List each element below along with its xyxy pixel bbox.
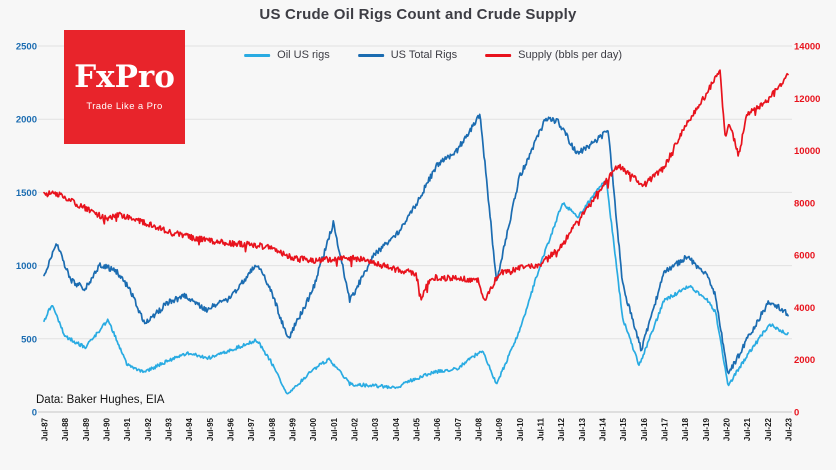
right-axis-tick-label: 14000 bbox=[794, 42, 820, 53]
right-axis-tick-label: 12000 bbox=[794, 94, 820, 105]
x-axis-tick-label: Jul-95 bbox=[206, 417, 215, 441]
right-axis-tick-label: 8000 bbox=[794, 198, 815, 209]
x-axis-tick-label: Jul-05 bbox=[413, 417, 422, 441]
x-axis-tick-label: Jul-08 bbox=[475, 417, 484, 441]
legend-swatch bbox=[244, 53, 271, 57]
x-axis-tick-label: Jul-98 bbox=[268, 417, 277, 441]
right-axis-tick-label: 2000 bbox=[794, 355, 815, 366]
legend-label: US Total Rigs bbox=[390, 49, 458, 61]
x-axis-tick-label: Jul-92 bbox=[144, 417, 153, 441]
right-axis-tick-label: 6000 bbox=[794, 251, 815, 262]
legend-swatch bbox=[357, 53, 384, 57]
left-axis-tick-label: 2500 bbox=[16, 42, 37, 53]
x-axis-tick-label: Jul-09 bbox=[495, 417, 504, 441]
logo-tagline-text: Trade Like a Pro bbox=[86, 101, 163, 112]
x-axis-tick-label: Jul-97 bbox=[247, 417, 256, 441]
x-axis-tick-label: Jul-03 bbox=[371, 417, 380, 441]
x-axis-tick-label: Jul-11 bbox=[537, 417, 546, 440]
x-axis-tick-label: Jul-21 bbox=[743, 417, 752, 441]
left-axis-tick-label: 2000 bbox=[16, 115, 37, 126]
x-axis-tick-label: Jul-15 bbox=[619, 417, 628, 441]
x-axis-tick-label: Jul-20 bbox=[723, 417, 732, 441]
x-axis-tick-label: Jul-00 bbox=[309, 417, 318, 441]
x-axis-tick-label: Jul-06 bbox=[433, 417, 442, 441]
left-axis-tick-label: 1000 bbox=[16, 261, 37, 272]
x-axis-tick-label: Jul-23 bbox=[785, 417, 794, 441]
source-note: Data: Baker Hughes, EIA bbox=[36, 394, 165, 406]
x-axis-tick-label: Jul-89 bbox=[82, 417, 91, 441]
left-axis-tick-label: 0 bbox=[32, 408, 37, 419]
x-axis-tick-label: Jul-19 bbox=[702, 417, 711, 441]
x-axis-tick-label: Jul-16 bbox=[640, 417, 649, 441]
x-axis-tick-label: Jul-10 bbox=[516, 417, 525, 441]
x-axis-tick-label: Jul-12 bbox=[557, 417, 566, 441]
x-axis-tick-label: Jul-04 bbox=[392, 417, 401, 441]
left-axis-tick-label: 1500 bbox=[16, 188, 37, 199]
x-axis-tick-label: Jul-22 bbox=[764, 417, 773, 441]
x-axis-tick-label: Jul-87 bbox=[41, 417, 50, 441]
x-axis-tick-label: Jul-88 bbox=[61, 417, 70, 441]
x-axis-tick-label: Jul-99 bbox=[289, 417, 298, 441]
x-axis-tick-label: Jul-96 bbox=[227, 417, 236, 441]
x-axis-tick-label: Jul-91 bbox=[123, 417, 132, 441]
x-axis-tick-label: Jul-14 bbox=[599, 417, 608, 441]
x-axis-tick-label: Jul-01 bbox=[330, 417, 339, 441]
fxpro-logo: FxPro Trade Like a Pro bbox=[64, 30, 185, 144]
legend-item: Oil US rigs bbox=[244, 49, 330, 61]
x-axis-tick-label: Jul-02 bbox=[351, 417, 360, 441]
right-axis-tick-label: 0 bbox=[794, 408, 799, 419]
x-axis-tick-label: Jul-90 bbox=[103, 417, 112, 441]
logo-brand-text: FxPro bbox=[74, 59, 175, 95]
x-axis-tick-label: Jul-93 bbox=[165, 417, 174, 441]
legend-label: Supply (bbls per day) bbox=[518, 49, 623, 61]
legend-label: Oil US rigs bbox=[277, 49, 330, 61]
right-axis-tick-label: 10000 bbox=[794, 146, 820, 157]
legend-item: Supply (bbls per day) bbox=[485, 49, 622, 61]
legend-swatch bbox=[485, 53, 512, 57]
x-axis-tick-label: Jul-18 bbox=[681, 417, 690, 441]
series-line-us-total-rigs bbox=[43, 113, 789, 375]
chart-title: US Crude Oil Rigs Count and Crude Supply bbox=[259, 6, 577, 23]
legend-item: US Total Rigs bbox=[357, 49, 458, 61]
x-axis-tick-label: Jul-17 bbox=[661, 417, 670, 441]
series-line-supply-bbls-per-day- bbox=[43, 69, 789, 301]
left-axis-tick-label: 500 bbox=[21, 334, 37, 345]
x-axis-tick-label: Jul-13 bbox=[578, 417, 587, 441]
chart-legend: Oil US rigs US Total Rigs Supply (bbls per… bbox=[244, 49, 622, 61]
right-axis-tick-label: 4000 bbox=[794, 303, 815, 314]
x-axis-tick-label: Jul-07 bbox=[454, 417, 463, 441]
series-line-oil-us-rigs bbox=[43, 178, 789, 395]
x-axis-tick-label: Jul-94 bbox=[185, 417, 194, 441]
